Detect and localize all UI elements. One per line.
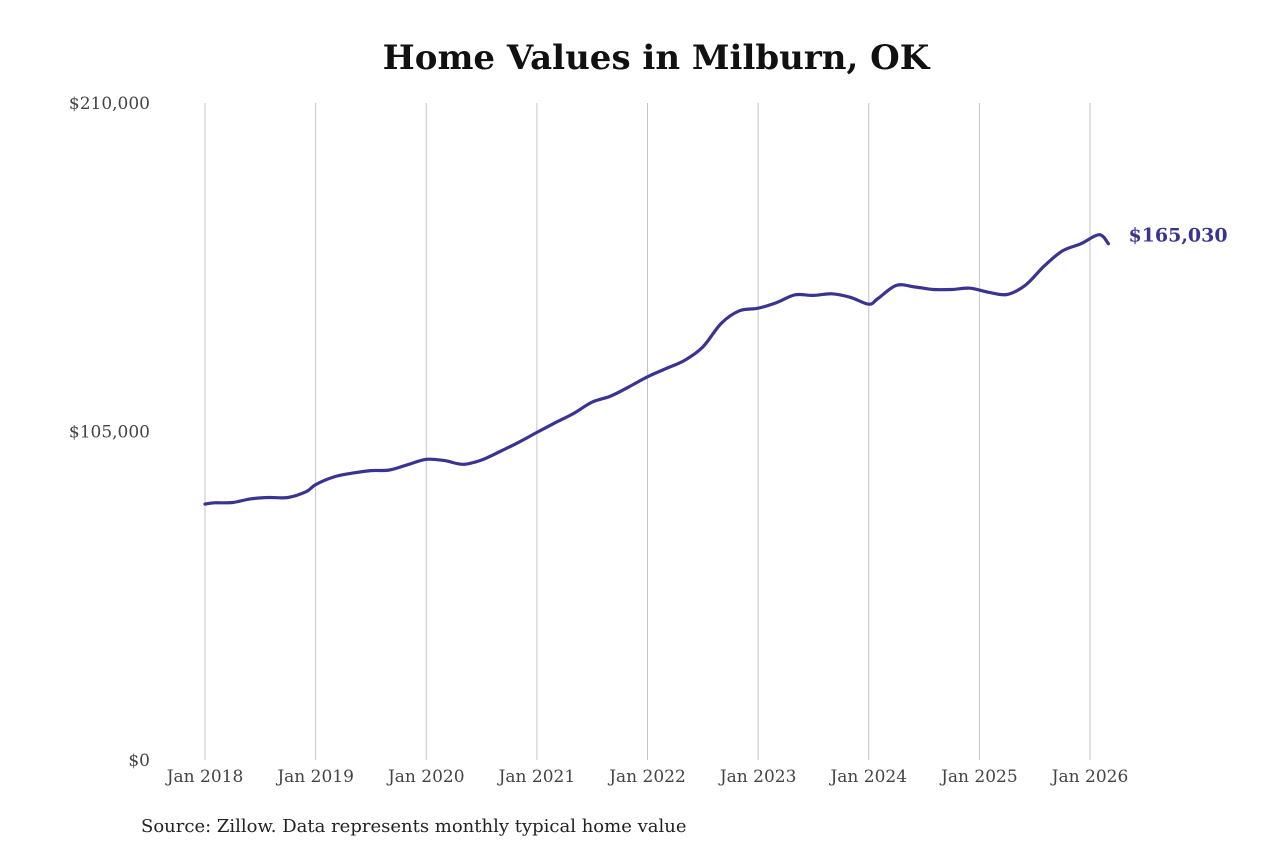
- x-tick-label: Jan 2019: [275, 767, 354, 787]
- x-tick-label: Jan 2024: [828, 767, 907, 787]
- series-layer: $165,030: [203, 225, 1228, 506]
- x-tick-label: Jan 2022: [607, 767, 686, 787]
- y-tick-label: $0: [128, 751, 150, 771]
- x-tick-label: Jan 2023: [718, 767, 797, 787]
- x-tick-label: Jan 2026: [1050, 767, 1129, 787]
- x-tick-label: Jan 2025: [939, 767, 1018, 787]
- end-value-label: $165,030: [1128, 225, 1227, 247]
- gridlines: [204, 103, 1091, 760]
- x-tick-label: Jan 2021: [497, 767, 576, 787]
- x-tick-label: Jan 2018: [165, 767, 244, 787]
- y-tick-label: $210,000: [69, 94, 150, 114]
- y-axis-ticks: $0 $105,000 $210,000: [69, 94, 150, 771]
- x-tick-label: Jan 2020: [386, 767, 465, 787]
- series-line: [203, 233, 1110, 506]
- chart-title: Home Values in Milburn, OK: [382, 38, 930, 78]
- x-axis-ticks: Jan 2018 Jan 2019 Jan 2020 Jan 2021 Jan 2022…: [165, 767, 1129, 787]
- source-note: Source: Zillow. Data represents monthly …: [141, 816, 687, 837]
- y-tick-label: $105,000: [69, 423, 150, 443]
